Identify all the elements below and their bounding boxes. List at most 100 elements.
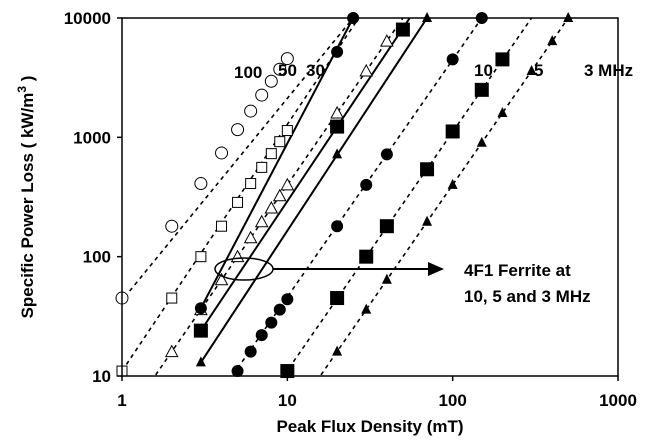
markers: [115, 12, 574, 379]
arrow-head: [428, 262, 444, 276]
freq-label-100: 100: [234, 63, 262, 82]
y-tick-label-0: 10: [92, 367, 111, 386]
series-4-point-0: [193, 323, 208, 338]
series-0-point-1: [165, 219, 179, 233]
freq-label-3mhz: 3 MHz: [584, 61, 633, 80]
series-2-point-11: [380, 34, 394, 47]
series-2-point-2: [214, 272, 229, 286]
series-2-point-3: [230, 249, 245, 263]
series-6-point-5: [281, 293, 294, 306]
series-8-point-5: [476, 136, 487, 147]
series-0-point-9: [280, 52, 294, 66]
series-7-line: [282, 18, 533, 376]
series-3-point-1: [331, 45, 344, 58]
series-7-point-4: [420, 162, 435, 177]
series-1-point-2: [195, 251, 207, 263]
highlight-ellipse: [214, 257, 274, 281]
fit-lines: [122, 18, 569, 376]
series-2-point-4: [243, 230, 258, 244]
series-8-point-6: [497, 106, 508, 117]
series-8-point-8: [547, 35, 558, 46]
series-8-point-3: [422, 215, 433, 226]
freq-label-10: 10: [474, 61, 493, 80]
annotations: 100 50 30 10 5 3 MHz 4F1 Ferrite at 10, …: [214, 61, 633, 306]
x-tick-label-3: 1000: [599, 391, 637, 410]
series-7-point-1: [330, 291, 345, 306]
freq-label-50: 50: [278, 61, 297, 80]
series-0-point-6: [255, 88, 269, 102]
series-8-line: [319, 18, 569, 376]
series-1-point-5: [245, 178, 257, 190]
series-6-point-0: [231, 365, 244, 378]
series-5-point-2: [422, 12, 433, 22]
series-1-point-7: [265, 148, 277, 160]
series-2-point-10: [359, 63, 374, 77]
y-axis-title-close: ): [18, 76, 37, 86]
series-3-line: [199, 18, 355, 309]
ticks: 1 10 100 1000 10 100 1000 10000: [64, 9, 637, 410]
series-0-point-7: [264, 74, 278, 88]
x-tick-label-1: 10: [278, 391, 297, 410]
y-axis-title: Specific Power Loss ( kW/m3 ): [15, 76, 37, 319]
series-6-point-2: [255, 329, 268, 342]
series-1-point-1: [166, 292, 178, 304]
y-axis-title-sup: 3: [15, 86, 29, 93]
annotation-text-line1: 4F1 Ferrite at: [464, 261, 571, 280]
series-7-point-0: [280, 364, 295, 379]
series-0-point-3: [215, 146, 229, 160]
series-0-point-8: [273, 62, 287, 76]
series-2-point-8: [280, 177, 295, 191]
series-8-point-7: [526, 64, 537, 75]
series-2-point-9: [330, 105, 344, 119]
freq-label-5: 5: [534, 61, 543, 80]
series-6-point-1: [244, 345, 257, 358]
series-4-point-2: [395, 22, 410, 37]
series-1-point-4: [232, 196, 244, 208]
freq-label-30: 30: [306, 61, 325, 80]
series-8-point-4: [447, 178, 458, 189]
y-tick-label-3: 10000: [64, 9, 111, 28]
series-7-point-5: [445, 124, 460, 139]
x-tick-label-0: 1: [117, 391, 126, 410]
series-5-point-1: [332, 148, 343, 159]
annotation-text-line2: 10, 5 and 3 MHz: [464, 287, 591, 306]
series-6-point-6: [331, 220, 344, 233]
y-tick-label-2: 1000: [73, 128, 111, 147]
series-6-point-9: [446, 53, 459, 66]
series-0-point-5: [244, 104, 258, 118]
series-6-point-4: [273, 303, 286, 316]
series-1-point-9: [281, 125, 293, 137]
series-8-point-1: [361, 303, 372, 314]
series-2-point-6: [264, 200, 279, 214]
series-1-line: [122, 18, 360, 372]
series-2-point-7: [272, 188, 287, 202]
series-6-point-3: [265, 316, 278, 329]
series-1-point-6: [256, 161, 268, 173]
series-0-line: [122, 18, 354, 302]
series-5-point-0: [195, 356, 206, 367]
series-2-point-5: [254, 214, 269, 228]
series-7-point-2: [359, 249, 374, 264]
series-7-point-3: [379, 219, 394, 234]
y-tick-label-1: 100: [83, 248, 111, 267]
series-8-point-9: [563, 12, 574, 22]
series-8-point-2: [381, 273, 392, 284]
series-7-point-6: [474, 82, 489, 97]
series-0-point-2: [194, 177, 208, 191]
series-0-point-4: [231, 123, 245, 137]
axes: [121, 17, 619, 377]
plot-frame: [121, 17, 619, 377]
series-6-point-7: [360, 178, 373, 191]
series-1-point-3: [216, 220, 228, 232]
series-5-line: [200, 18, 428, 363]
x-tick-label-2: 100: [438, 391, 466, 410]
series-4-line: [200, 18, 411, 332]
series-7-point-7: [495, 52, 510, 67]
series-8-point-0: [332, 345, 343, 356]
series-1-point-8: [274, 136, 286, 148]
x-axis-title: Peak Flux Density (mT): [276, 417, 463, 436]
series-6-point-8: [380, 148, 393, 161]
series-2-line: [153, 18, 404, 376]
plot-area: [115, 12, 574, 379]
